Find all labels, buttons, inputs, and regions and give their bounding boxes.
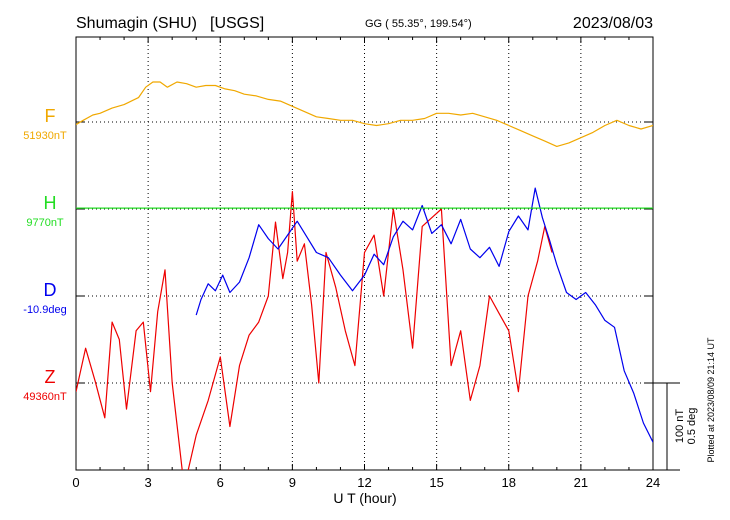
x-tick-labels: 0 3 6 9 12 15 18 21 24 <box>72 475 660 490</box>
coordinates-label: GG ( 55.35°, 199.54°) <box>365 18 472 30</box>
station-title: Shumagin (SHU) <box>76 15 197 32</box>
series-f-line <box>76 81 653 147</box>
channel-labels: F 51930nT H 9770nT D -10.9deg Z 49360nT <box>23 106 67 403</box>
f-channel-label: F <box>45 106 56 126</box>
d-baseline-label: -10.9deg <box>23 304 66 316</box>
x-tick-label: 21 <box>574 475 588 490</box>
plotted-at-label: Plotted at 2023/08/09 21:14 UT <box>706 337 716 463</box>
x-tick-label: 15 <box>429 475 443 490</box>
grid <box>75 37 654 470</box>
h-channel-label: H <box>44 193 57 213</box>
z-channel-label: Z <box>45 367 56 387</box>
x-tick-label: 12 <box>357 475 371 490</box>
series-z-line <box>76 191 553 470</box>
scale-bar: 100 nT 0.5 deg <box>653 382 698 471</box>
x-tick-label: 3 <box>145 475 152 490</box>
x-axis-label: U T (hour) <box>333 490 396 506</box>
f-baseline-label: 51930nT <box>23 130 67 142</box>
x-tick-label: 18 <box>502 475 516 490</box>
d-channel-label: D <box>44 280 57 300</box>
plot-frame <box>75 36 654 471</box>
scale-nt-label: 100 nT <box>674 409 686 444</box>
agency-label: [USGS] <box>210 15 264 32</box>
h-baseline-label: 9770nT <box>26 217 64 229</box>
x-tick-label: 0 <box>72 475 79 490</box>
scale-deg-label: 0.5 deg <box>686 408 698 445</box>
series-d-line <box>195 187 653 443</box>
series-layer <box>76 81 653 470</box>
date-label: 2023/08/03 <box>573 15 653 32</box>
x-tick-label: 9 <box>289 475 296 490</box>
z-baseline-label: 49360nT <box>23 391 67 403</box>
x-tick-label: 6 <box>217 475 224 490</box>
x-tick-label: 24 <box>646 475 660 490</box>
